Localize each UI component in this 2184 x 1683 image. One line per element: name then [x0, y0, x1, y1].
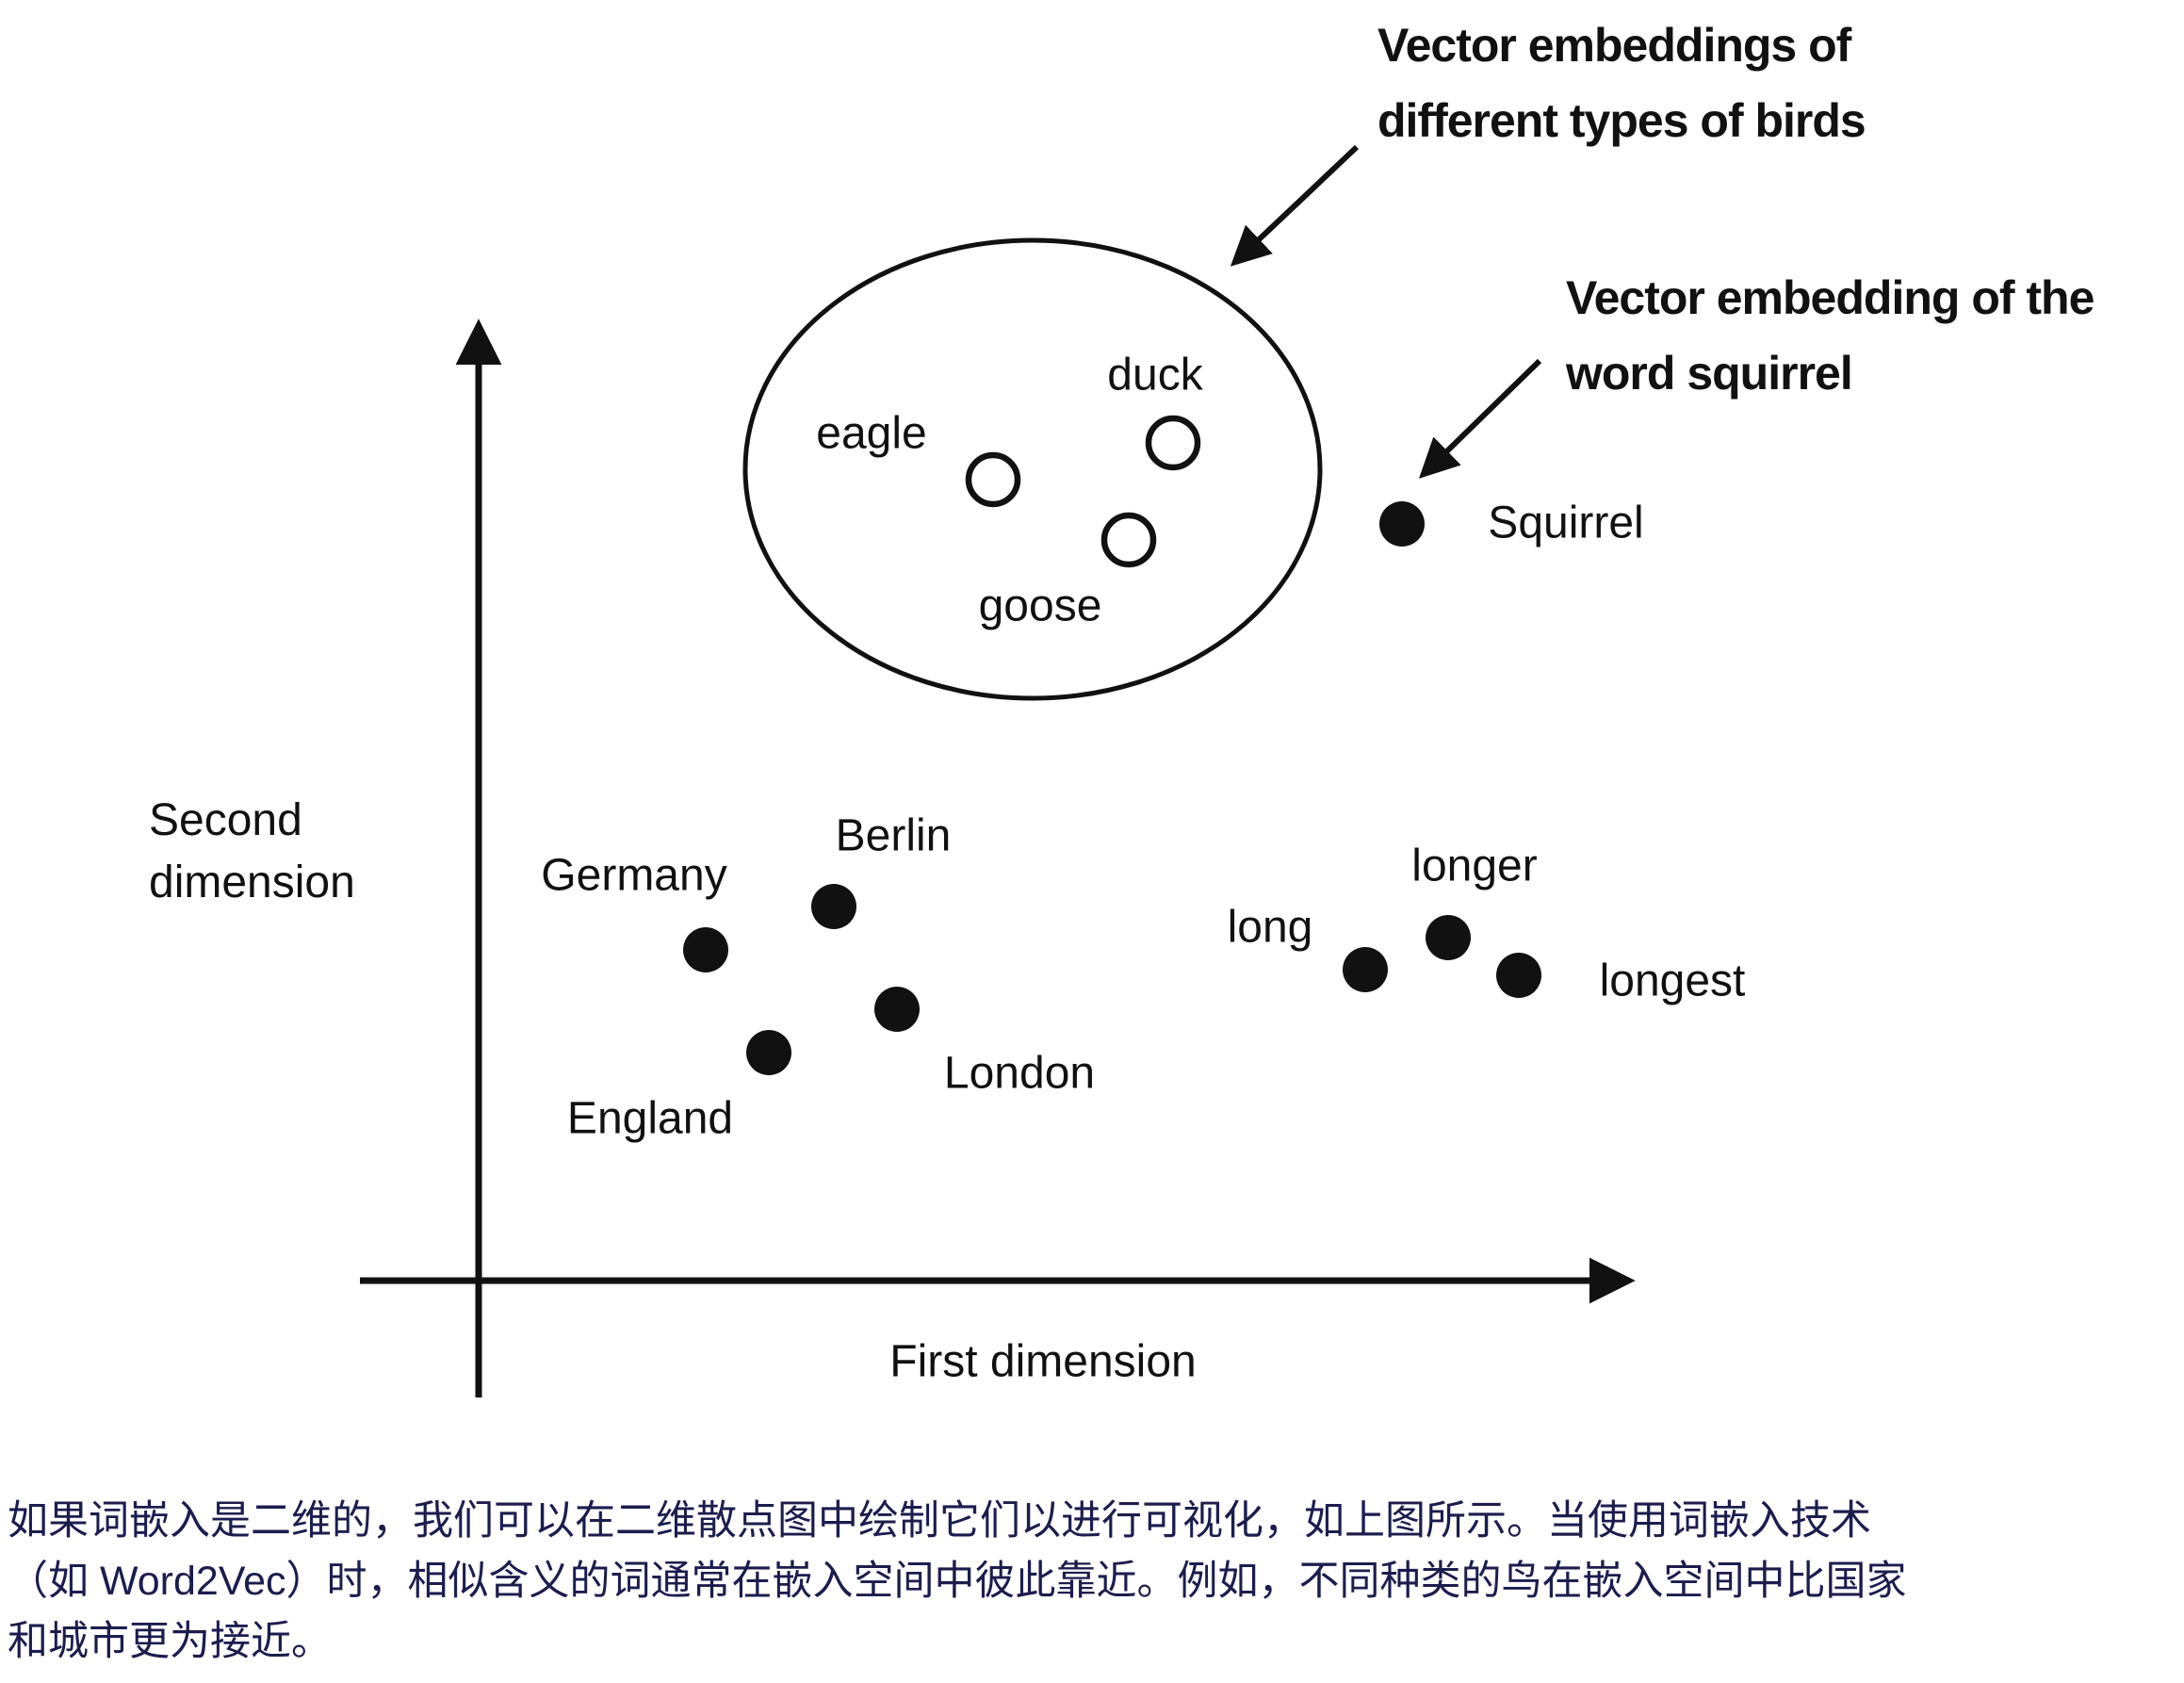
birds-annotation-text: Vector embeddings of different types of …: [1377, 19, 1866, 147]
scatter-points-layer: [683, 415, 1541, 1075]
point-label-duck: duck: [1107, 350, 1203, 400]
squirrel-annotation-arrow: [1418, 358, 1542, 479]
birds-cluster-ellipse: [742, 237, 1323, 701]
point-long: [1343, 947, 1388, 992]
point-label-eagle: eagle: [816, 408, 927, 459]
point-label-goose: goose: [978, 580, 1102, 631]
point-england: [746, 1030, 791, 1075]
birds-annotation-arrow: [1230, 144, 1360, 267]
point-germany: [683, 927, 728, 972]
point-longer: [1426, 915, 1471, 960]
point-goose: [1100, 512, 1157, 568]
point-label-germany: Germany: [541, 850, 727, 901]
squirrel-annotation-text: Vector embedding of the word squirrel: [1566, 271, 2094, 400]
x-axis-label: First dimension: [889, 1336, 1197, 1387]
point-label-squirrel: Squirrel: [1488, 498, 1644, 548]
point-longest: [1496, 953, 1541, 998]
point-london: [874, 987, 920, 1032]
point-label-long: long: [1227, 902, 1313, 953]
y-axis-label: Second dimension: [149, 795, 355, 907]
point-label-longer: longer: [1411, 841, 1538, 891]
point-eagle: [965, 451, 1021, 508]
point-label-england: England: [566, 1093, 734, 1144]
point-label-longest: longest: [1599, 956, 1746, 1006]
point-squirrel: [1379, 501, 1425, 547]
point-berlin: [811, 884, 856, 929]
point-label-berlin: Berlin: [835, 810, 952, 861]
point-label-london: London: [943, 1048, 1096, 1099]
point-duck: [1145, 415, 1201, 471]
caption-text: 如果词嵌入是二维的，我们可以在二维散点图中绘制它们以进行可视化，如上图所示。当使…: [8, 1498, 1907, 1664]
